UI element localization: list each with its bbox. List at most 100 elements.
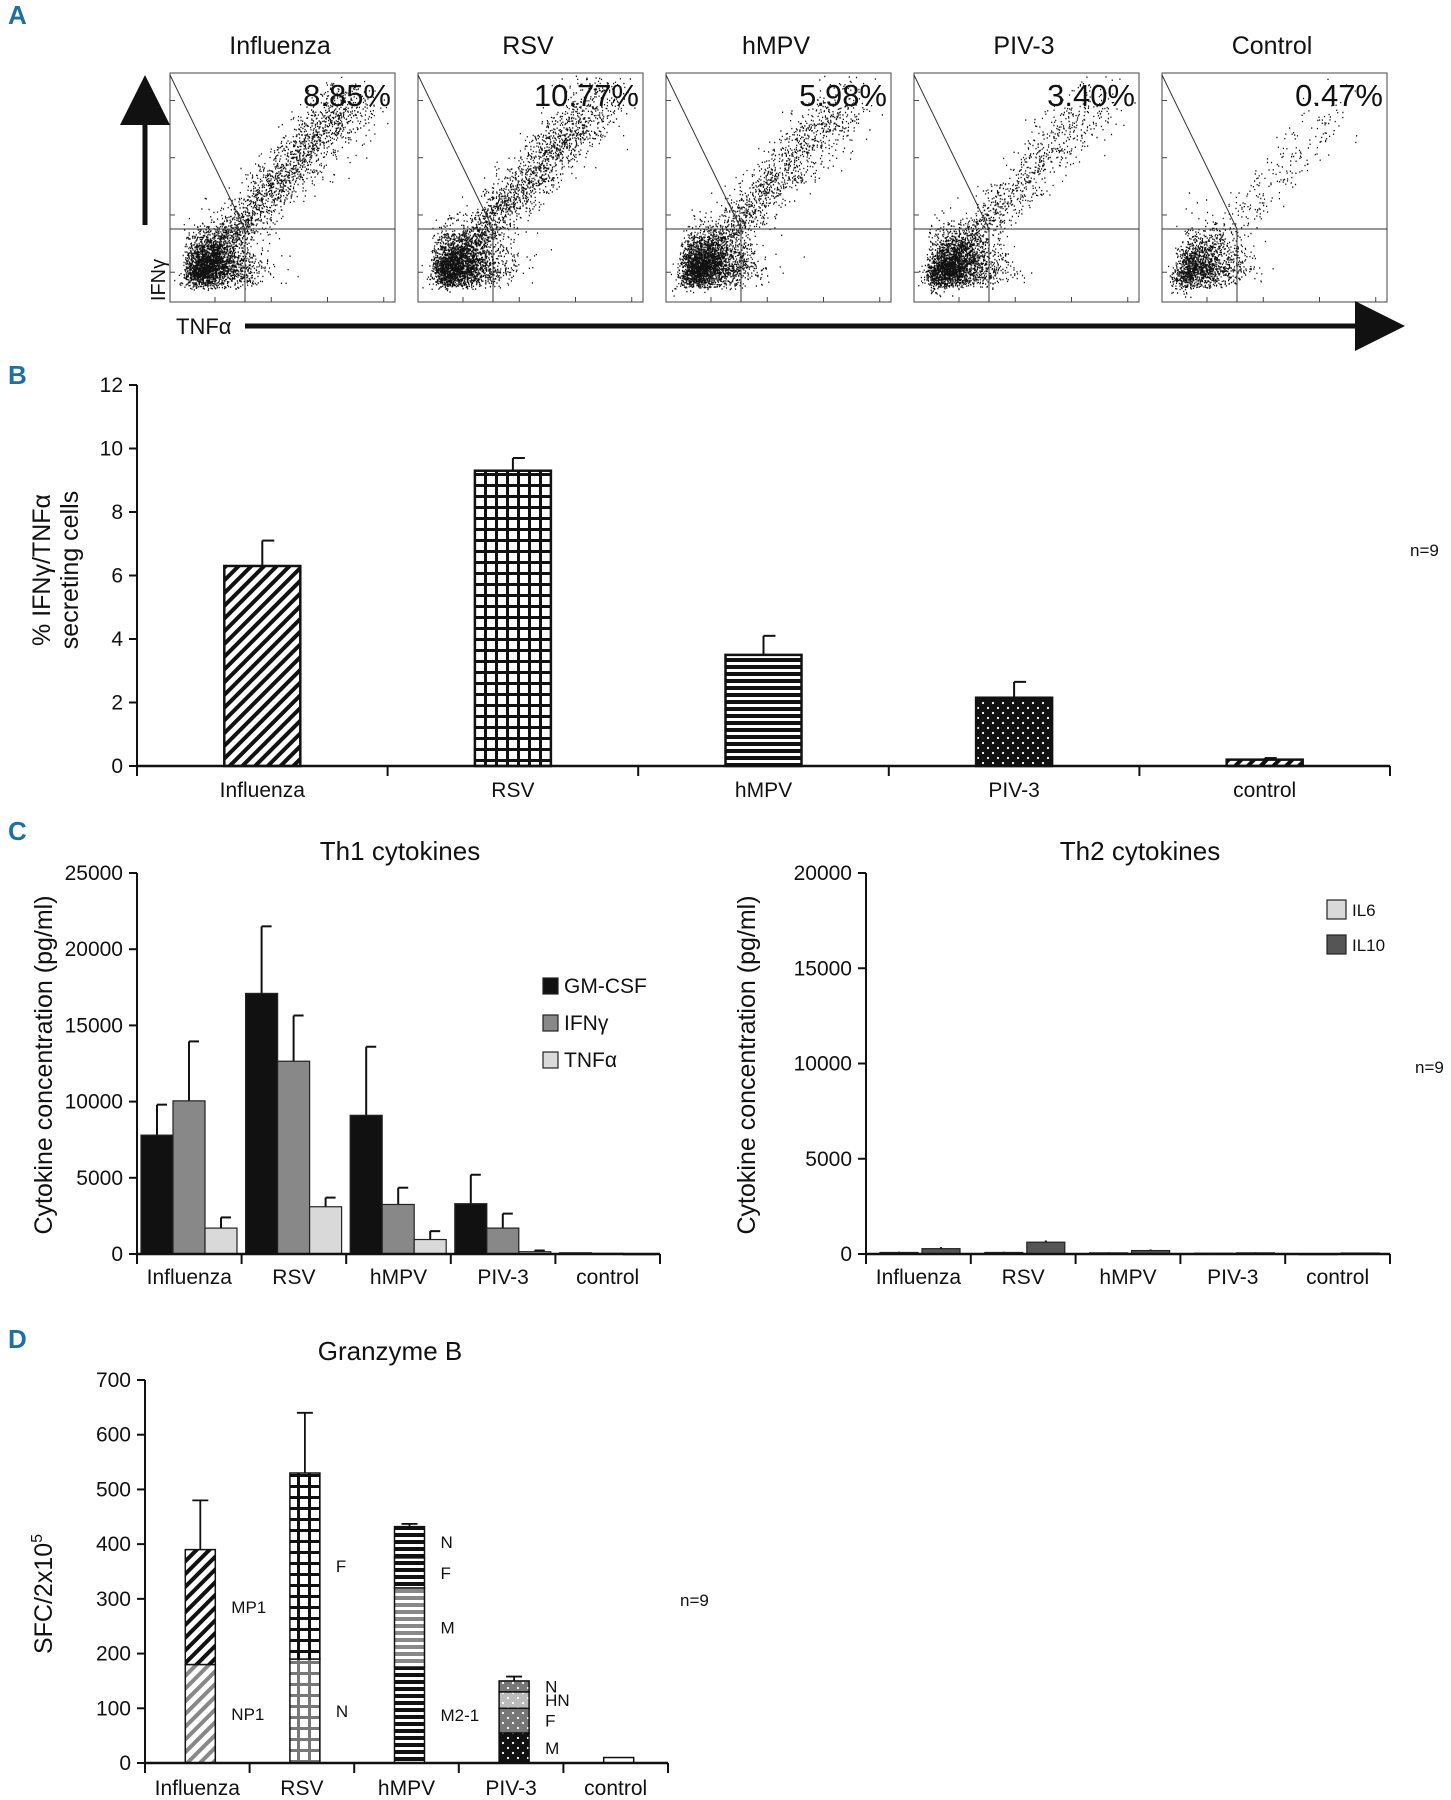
x-tick-label-hmpv: hMPV: [1099, 1266, 1156, 1289]
y-tick-label: 5000: [76, 1167, 123, 1190]
segment-piv-3-hn: [498, 1691, 530, 1710]
flow-plot-title: Influenza: [229, 32, 331, 60]
flow-plot-percent: 10.77%: [534, 78, 639, 113]
segment-label-f: F: [441, 1564, 451, 1583]
panel-c-th1-title: Th1 cytokines: [320, 836, 480, 866]
y-tick-label: 12: [100, 374, 123, 397]
flow-plot-control: Control 0.47%: [1161, 32, 1388, 303]
bar-piv-3: [974, 696, 1054, 768]
y-tick-label: 25000: [65, 862, 123, 885]
panel-c-th1-chart: Th1 cytokines Cytokine concentration (pg…: [30, 836, 661, 1289]
segment-label-m: M: [545, 1739, 559, 1758]
legend-label: GM-CSF: [564, 975, 647, 998]
panel-d-y-label: SFC/2x105: [29, 1534, 58, 1654]
x-tick-label-influenza: Influenza: [147, 1266, 233, 1289]
y-tick-label: 4: [111, 628, 123, 651]
flow-plot-percent: 3.40%: [1047, 78, 1135, 113]
legend-swatch-tnf-: [542, 1051, 559, 1069]
segment-label-m: M: [441, 1619, 455, 1638]
legend-label: TNFα: [564, 1049, 617, 1072]
bar-tnf--influenza: [204, 1227, 238, 1255]
segment-hmpv-f: [393, 1557, 426, 1589]
y-tick-label: 100: [96, 1697, 131, 1720]
bar-ifn--influenza: [172, 1100, 206, 1255]
x-tick-label-hmpv: hMPV: [735, 779, 792, 802]
flow-dots: [174, 76, 389, 291]
flow-gate-diagonal: [665, 74, 742, 230]
y-tick-label: 15000: [65, 1014, 123, 1037]
y-tick-label: 0: [119, 1752, 131, 1775]
x-tick-label-control: control: [584, 1777, 647, 1800]
x-tick-label-rsv: RSV: [1002, 1266, 1045, 1289]
segment-label-hn: HN: [545, 1691, 570, 1710]
flow-plot-title: PIV-3: [993, 32, 1054, 60]
flow-gate-diagonal: [913, 74, 990, 230]
x-tick-label-hmpv: hMPV: [378, 1777, 435, 1800]
bar-gm-csf-hmpv: [349, 1114, 383, 1255]
segment-influenza-mp1: [184, 1548, 217, 1666]
y-tick-label: 20000: [65, 938, 123, 961]
y-tick-label: 500: [96, 1478, 131, 1501]
panel-b-note: n=9: [1410, 541, 1439, 560]
legend-swatch-gm-csf: [542, 977, 559, 995]
bar-il10-rsv: [1026, 1241, 1066, 1255]
panel-a-flow-plots: Influenza 8.85% RSV 10.77% hMPV 5.98% PIV-3 3.4…: [120, 32, 1405, 351]
x-tick-label-rsv: RSV: [272, 1266, 315, 1289]
bar-rsv: [473, 469, 553, 768]
y-tick-label: 600: [96, 1424, 131, 1447]
legend-swatch-il6: [1326, 899, 1347, 920]
panel-label-b: B: [8, 360, 27, 390]
y-tick-label: 10: [100, 438, 123, 461]
x-tick-label-piv-3: PIV-3: [1207, 1266, 1258, 1289]
x-tick-label-control: control: [1306, 1266, 1369, 1289]
flow-gate-diagonal: [1161, 74, 1238, 230]
flow-gate-diagonal: [169, 74, 246, 230]
panel-c-th1-y-label: Cytokine concentration (pg/ml): [30, 895, 58, 1234]
flow-dots: [421, 75, 636, 293]
flow-plot-title: hMPV: [742, 32, 810, 60]
bar-ifn--hmpv: [381, 1203, 415, 1255]
x-tick-label-rsv: RSV: [491, 779, 534, 802]
segment-piv-3-f: [498, 1707, 530, 1734]
segment-piv-3-m: [498, 1732, 530, 1764]
bar-influenza: [223, 564, 302, 768]
legend-swatch-ifn-: [542, 1014, 559, 1032]
flow-plot-percent: 5.98%: [799, 78, 887, 113]
x-tick-label-piv-3: PIV-3: [988, 779, 1039, 802]
panel-label-a: A: [8, 0, 27, 30]
segment-label-f: F: [545, 1712, 555, 1731]
x-tick-label-influenza: Influenza: [876, 1266, 962, 1289]
panel-b-y-label-line1: % IFNγ/TNFα: [28, 494, 56, 646]
flow-plot-percent: 0.47%: [1295, 78, 1383, 113]
flow-gate-diagonal: [417, 74, 494, 230]
y-tick-label: 0: [840, 1243, 852, 1266]
segment-hmpv-n: [393, 1525, 426, 1559]
bar-gm-csf-piv-3: [454, 1203, 488, 1255]
bar-ifn--rsv: [277, 1060, 311, 1255]
panel-d-y-label-sup: 5: [29, 1534, 46, 1543]
panel-c-th2-title: Th2 cytokines: [1060, 836, 1220, 866]
legend-label: IFNγ: [564, 1012, 609, 1035]
segment-rsv-f: [289, 1472, 321, 1660]
y-tick-label: 10000: [65, 1091, 123, 1114]
y-tick-label: 15000: [794, 957, 852, 980]
segment-rsv-n: [289, 1658, 321, 1764]
bar-tnf--rsv: [309, 1206, 343, 1255]
y-tick-label: 5000: [805, 1148, 852, 1171]
legend-label: IL6: [1352, 901, 1376, 920]
segment-label-m2-1: M2-1: [441, 1706, 480, 1725]
y-tick-label: 400: [96, 1533, 131, 1556]
y-tick-label: 0: [111, 1243, 123, 1266]
flow-plot-percent: 8.85%: [303, 78, 391, 113]
flow-plot-title: Control: [1232, 32, 1313, 60]
y-tick-label: 700: [96, 1369, 131, 1392]
y-tick-label: 8: [111, 501, 123, 524]
y-tick-label: 2: [111, 692, 123, 715]
panel-c-note: n=9: [1415, 1058, 1444, 1077]
flow-dots: [918, 76, 1136, 298]
bar-gm-csf-rsv: [245, 992, 279, 1255]
panel-d-title: Granzyme B: [318, 1336, 463, 1366]
panel-b-y-label-line2: secreting cells: [56, 491, 84, 649]
panel-b-chart: 0 2 4 6 8 10 12 Influenza RSV hMPV PIV-3 control % …: [28, 374, 1439, 802]
